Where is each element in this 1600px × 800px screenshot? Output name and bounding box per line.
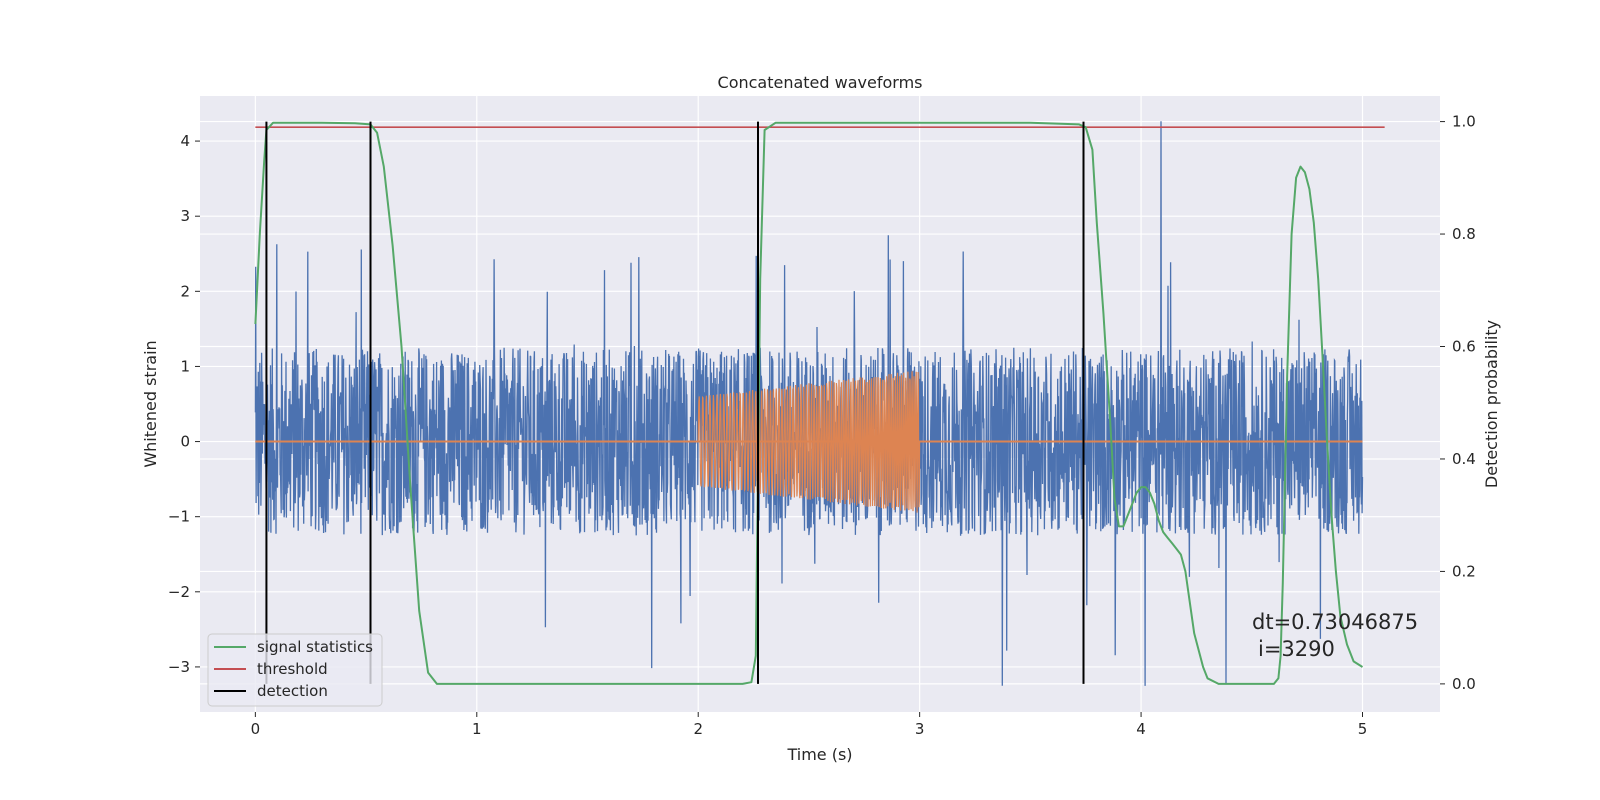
signal-statistics-line [254, 121, 1364, 685]
annotation-i: i=3290 [1258, 637, 1335, 661]
y2-tick-label: 0.2 [1452, 562, 1476, 580]
y2-tick-label: 0.0 [1452, 675, 1476, 693]
legend-label-detection: detection [257, 682, 328, 700]
y-tick-label: −1 [168, 508, 190, 526]
x-tick-label: 0 [251, 720, 261, 738]
noise-line [254, 121, 1364, 686]
x-tick-label: 1 [472, 720, 482, 738]
y-axis-label: Whitened strain [141, 340, 160, 467]
y2-tick-label: 0.8 [1452, 225, 1476, 243]
tick-labels: 0 1 2 3 4 5 −3 −2 −1 0 1 2 3 4 0.0 0.2 0.4 0.6 0.8 1.0 [168, 113, 1476, 738]
y2-tick-label: 1.0 [1452, 113, 1476, 131]
legend: signal statistics threshold detection [207, 633, 383, 707]
x-tick-label: 2 [693, 720, 703, 738]
x-tick-label: 3 [915, 720, 925, 738]
legend-box [207, 633, 383, 707]
y-tick-label: −3 [168, 658, 190, 676]
annotation-dt: dt=0.73046875 [1252, 610, 1418, 634]
overlay-series [254, 121, 1385, 685]
y2-tick-label: 0.4 [1452, 450, 1476, 468]
y-tick-label: 2 [180, 282, 190, 300]
y-tick-label: 4 [180, 132, 190, 150]
legend-label-threshold: threshold [257, 660, 328, 678]
x-axis-label: Time (s) [786, 745, 852, 764]
y-tick-label: 0 [180, 433, 190, 451]
noise-series [254, 121, 1364, 686]
y2-tick-label: 0.6 [1452, 338, 1476, 356]
y2-axis-label: Detection probability [1482, 320, 1501, 488]
injection-chirp [697, 371, 921, 513]
injection-series [255, 371, 1363, 513]
legend-label-signal-statistics: signal statistics [257, 638, 373, 656]
x-tick-label: 4 [1136, 720, 1146, 738]
y-tick-label: 1 [180, 357, 190, 375]
y-tick-label: 3 [180, 207, 190, 225]
x-tick-label: 5 [1358, 720, 1368, 738]
chart-title: Concatenated waveforms [718, 73, 923, 92]
y-tick-label: −2 [168, 583, 190, 601]
